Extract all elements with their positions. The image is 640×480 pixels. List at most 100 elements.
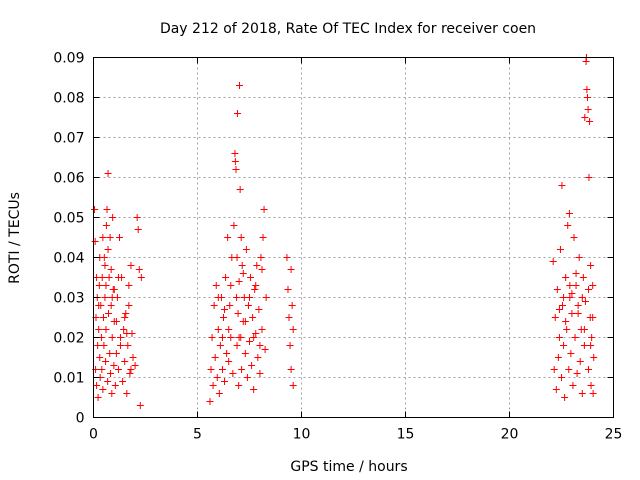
data-point <box>574 302 582 309</box>
data-point <box>236 82 244 89</box>
data-point <box>565 366 573 373</box>
data-point <box>121 358 129 365</box>
data-point <box>227 282 235 289</box>
data-point <box>570 234 578 241</box>
data-point <box>560 294 568 301</box>
data-point <box>585 286 593 293</box>
data-point <box>117 342 125 349</box>
data-point <box>563 326 571 333</box>
data-point <box>568 310 576 317</box>
data-point <box>126 370 134 377</box>
data-point <box>213 374 221 381</box>
data-point <box>221 306 229 313</box>
data-point <box>104 170 112 177</box>
data-point <box>231 150 239 157</box>
data-point <box>285 314 293 321</box>
data-point <box>208 334 216 341</box>
data-point <box>566 282 574 289</box>
data-point <box>241 350 249 357</box>
data-point <box>122 310 130 317</box>
data-point <box>117 334 125 341</box>
data-point <box>250 386 258 393</box>
data-point <box>587 382 595 389</box>
chart-title: Day 212 of 2018, Rate Of TEC Index for r… <box>160 21 536 37</box>
data-point <box>134 226 142 233</box>
data-point <box>135 266 143 273</box>
data-point <box>230 222 238 229</box>
data-point <box>584 106 592 113</box>
data-point <box>218 366 226 373</box>
data-point <box>553 286 561 293</box>
data-point <box>91 238 99 245</box>
data-point <box>252 282 260 289</box>
data-point <box>581 114 589 121</box>
data-point <box>104 310 112 317</box>
data-point <box>585 366 593 373</box>
data-point <box>223 350 231 357</box>
data-point <box>233 342 241 349</box>
data-point <box>571 334 579 341</box>
y-tick-label: 0 <box>76 411 85 427</box>
plot-frame <box>93 57 614 418</box>
x-tick-label: 0 <box>89 427 98 443</box>
data-point <box>262 294 270 301</box>
data-point <box>91 206 99 213</box>
data-point <box>108 334 116 341</box>
data-point <box>573 370 581 377</box>
data-point <box>137 274 145 281</box>
data-point <box>567 350 575 357</box>
data-point <box>127 366 135 373</box>
data-point <box>589 282 597 289</box>
x-tick-label: 15 <box>397 427 415 443</box>
data-point <box>232 166 240 173</box>
data-point <box>259 234 267 241</box>
data-point <box>231 158 239 165</box>
x-tick-label: 20 <box>501 427 519 443</box>
data-point <box>226 302 234 309</box>
data-point <box>572 270 580 277</box>
data-point <box>252 330 260 337</box>
data-point <box>107 302 115 309</box>
data-point <box>96 354 104 361</box>
data-point <box>123 390 131 397</box>
data-point <box>246 338 253 345</box>
data-point <box>105 274 113 281</box>
data-point <box>569 382 577 389</box>
data-point <box>251 286 259 293</box>
data-point <box>104 378 112 385</box>
data-point <box>99 234 107 241</box>
data-point <box>289 326 297 333</box>
data-point <box>106 350 114 357</box>
y-tick-label: 0.09 <box>53 51 84 67</box>
data-point <box>564 222 572 229</box>
data-point <box>114 274 122 281</box>
data-point <box>93 274 101 281</box>
data-point <box>560 342 568 349</box>
data-point <box>572 282 580 289</box>
data-point <box>589 314 597 321</box>
data-point <box>257 254 265 261</box>
data-point <box>574 310 582 317</box>
data-point <box>283 254 291 261</box>
data-point <box>114 366 122 373</box>
y-tick-label: 0.08 <box>53 91 84 107</box>
data-point <box>120 326 128 333</box>
data-point <box>238 366 246 373</box>
data-point <box>561 394 569 401</box>
data-point <box>101 262 109 269</box>
data-point <box>107 370 115 377</box>
data-point <box>579 274 587 281</box>
data-point <box>578 390 586 397</box>
data-point <box>248 362 256 369</box>
data-point <box>239 270 247 277</box>
data-point <box>244 302 252 309</box>
data-point <box>225 358 233 365</box>
data-point <box>242 246 250 253</box>
data-point <box>588 334 596 341</box>
data-point <box>243 374 251 381</box>
data-point <box>218 334 226 341</box>
axis-ticks: 0 5 10 15 20 25 0 0.01 0.02 0.03 0.04 0.05 0.06 0.07 0… <box>53 51 622 443</box>
data-point <box>108 294 116 301</box>
data-point <box>93 382 101 389</box>
